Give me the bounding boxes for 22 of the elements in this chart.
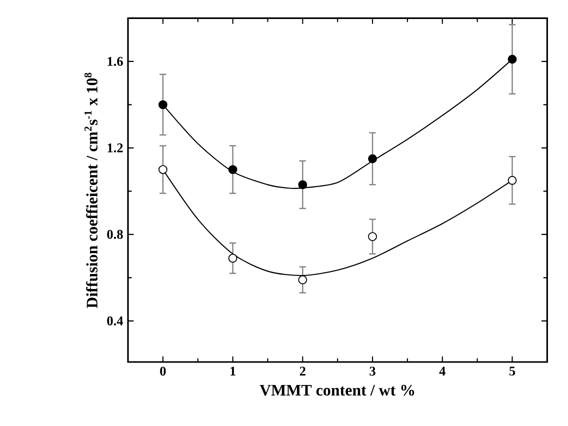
x-axis-title: VMMT content / wt % bbox=[260, 384, 414, 396]
x-tick-label: 2 bbox=[300, 366, 306, 376]
point bbox=[508, 54, 517, 64]
x-tick-label: 4 bbox=[439, 366, 446, 376]
point bbox=[158, 165, 168, 174]
y-tick-label: 1.6 bbox=[108, 56, 123, 66]
point bbox=[158, 100, 168, 110]
y-tick-label: 1.2 bbox=[108, 143, 123, 152]
x-tick-label: 1 bbox=[230, 366, 236, 376]
x-tick-label: 3 bbox=[370, 366, 376, 376]
point bbox=[228, 165, 238, 174]
point bbox=[228, 254, 238, 263]
x-tick-label: 0 bbox=[160, 366, 166, 376]
point bbox=[368, 154, 377, 164]
y-tick-label: 0.4 bbox=[107, 316, 124, 326]
point bbox=[298, 180, 308, 190]
point bbox=[508, 176, 517, 185]
y-tick-label: 0.8 bbox=[107, 230, 123, 239]
point bbox=[368, 232, 377, 242]
point bbox=[298, 275, 308, 284]
x-tick-label: 5 bbox=[509, 366, 516, 376]
y-axis-title: Diffusion coeffieicent / cm$^{2}$s$^{-1}$ x 10$^{8}$ bbox=[84, 72, 98, 308]
